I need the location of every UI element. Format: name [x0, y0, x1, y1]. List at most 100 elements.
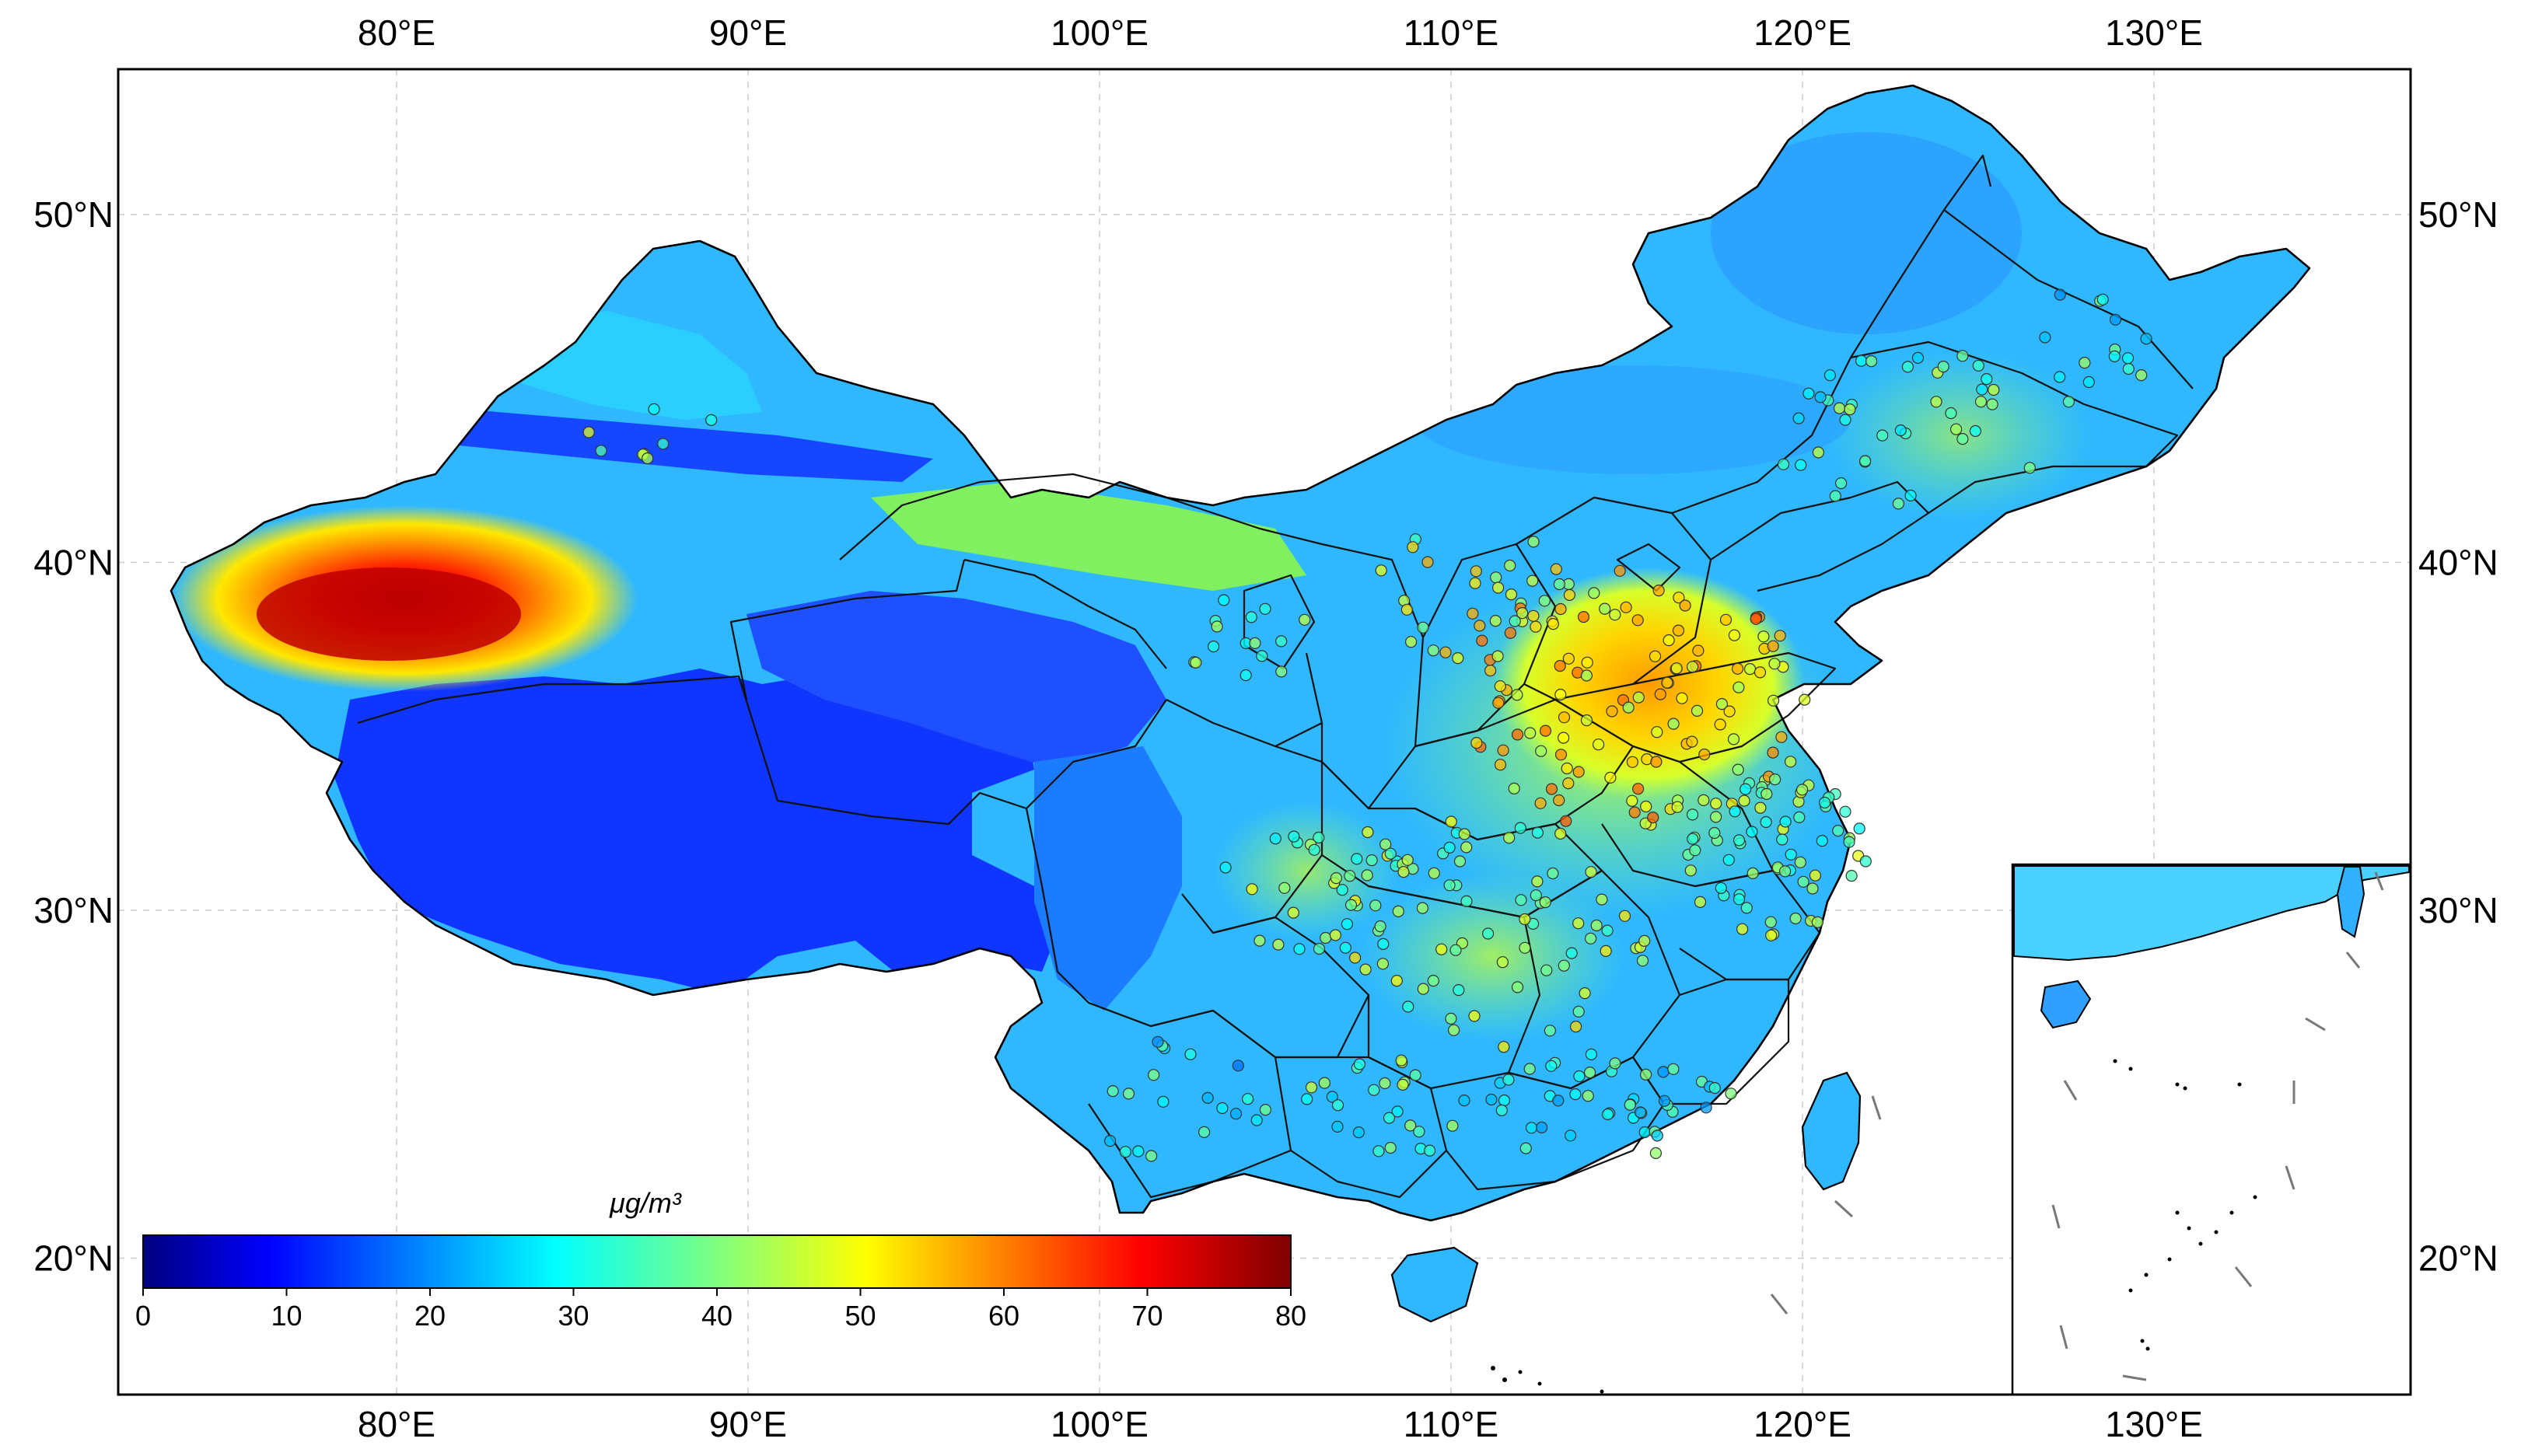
- station-marker: [1767, 746, 1779, 759]
- border-xinjiang-qinghai: [729, 559, 966, 700]
- station-marker: [1754, 801, 1767, 814]
- station-marker: [1497, 744, 1509, 756]
- station-marker: [1553, 794, 1565, 807]
- inset-island-dot: [2128, 1067, 2133, 1071]
- station-marker: [1509, 615, 1521, 627]
- inset-mainland-coast: [2013, 865, 2410, 962]
- station-marker: [1580, 714, 1593, 727]
- station-marker: [1626, 794, 1638, 807]
- station-marker: [1894, 424, 1907, 437]
- station-marker: [1452, 651, 1464, 665]
- station-marker: [2082, 375, 2095, 389]
- station-marker: [1525, 1122, 1538, 1134]
- inset-island-dot: [2128, 1288, 2133, 1293]
- station-marker: [1651, 1130, 1663, 1142]
- station-marker: [1341, 918, 1354, 931]
- monitoring-stations: [582, 288, 2152, 1162]
- station-marker: [1470, 565, 1482, 578]
- station-marker: [1560, 815, 1572, 827]
- station-marker: [582, 426, 595, 438]
- station-marker: [1446, 1119, 1459, 1132]
- station-marker: [1453, 855, 1467, 868]
- station-marker: [1301, 1093, 1313, 1105]
- lon-label-top: 90°E: [709, 12, 787, 53]
- inset-island-dot: [2175, 1210, 2180, 1215]
- station-marker: [1585, 1048, 1598, 1061]
- station-marker: [1614, 564, 1626, 577]
- station-marker: [1740, 783, 1752, 795]
- station-marker: [1691, 704, 1704, 718]
- hainan-island: [1390, 1246, 1479, 1323]
- station-marker: [1384, 1141, 1397, 1154]
- station-marker: [1218, 594, 1230, 606]
- station-marker: [1564, 1130, 1577, 1142]
- taiwan-island: [1801, 1071, 1862, 1191]
- inset-dashes: [2051, 871, 2384, 1381]
- station-marker: [1652, 584, 1665, 597]
- station-marker: [1505, 588, 1518, 601]
- inset-map: [2011, 863, 2412, 1396]
- station-marker: [1511, 728, 1524, 741]
- station-marker: [1313, 942, 1326, 955]
- station-marker: [1632, 691, 1645, 704]
- station-marker: [1491, 650, 1504, 662]
- station-marker: [1390, 974, 1403, 987]
- station-marker: [1565, 947, 1578, 959]
- colorbar-tick-label: 0: [135, 1300, 151, 1332]
- station-marker: [1572, 1005, 1585, 1018]
- station-marker: [1526, 574, 1539, 587]
- lon-label-bottom: 110°E: [1404, 1404, 1498, 1444]
- station-marker: [1750, 613, 1762, 625]
- island-dot: [1518, 1370, 1523, 1374]
- inset-island-dot: [2113, 1059, 2117, 1063]
- station-marker: [1761, 787, 1773, 801]
- station-marker: [1859, 855, 1872, 868]
- station-marker: [1785, 848, 1797, 861]
- station-marker: [1275, 635, 1288, 648]
- dash: [1770, 1294, 1788, 1315]
- station-marker: [1395, 1054, 1407, 1067]
- station-marker: [1892, 498, 1904, 510]
- station-marker: [1650, 756, 1663, 768]
- station-marker: [1379, 838, 1392, 850]
- station-marker: [1823, 369, 1836, 382]
- tibet-low-region: [334, 669, 1058, 995]
- station-marker: [1245, 611, 1257, 623]
- station-marker: [1792, 412, 1805, 424]
- station-marker: [2054, 371, 2066, 383]
- station-marker: [1814, 391, 1827, 403]
- station-marker: [1519, 941, 1531, 954]
- station-marker: [1596, 893, 1608, 906]
- station-marker: [1632, 783, 1645, 795]
- station-marker: [1640, 1068, 1652, 1081]
- station-marker: [1833, 402, 1846, 414]
- inset-island-dot: [2237, 1082, 2242, 1087]
- station-marker: [1590, 919, 1603, 932]
- station-marker: [1584, 932, 1597, 944]
- station-marker: [1904, 489, 1917, 502]
- station-marker: [1539, 725, 1552, 737]
- station-marker: [1638, 934, 1651, 948]
- station-marker: [1618, 910, 1631, 922]
- station-marker: [1719, 613, 1733, 626]
- station-marker: [1602, 1108, 1614, 1121]
- dash: [2285, 1165, 2295, 1190]
- station-marker: [1122, 1088, 1135, 1100]
- station-marker: [1544, 1025, 1557, 1037]
- station-marker: [1855, 354, 1868, 367]
- station-marker: [1421, 556, 1434, 568]
- station-marker: [1519, 1142, 1532, 1154]
- station-marker: [1407, 541, 1419, 553]
- nine-dash-line: [1770, 1095, 1882, 1315]
- station-marker: [1859, 455, 1872, 467]
- tarim-core: [257, 567, 521, 661]
- lat-label-left: 30°N: [33, 890, 114, 931]
- station-marker: [1348, 951, 1362, 964]
- inset-taiwan: [2336, 866, 2365, 938]
- inset-hainan: [2040, 979, 2092, 1029]
- station-marker: [1797, 875, 1809, 888]
- station-marker: [1636, 955, 1649, 967]
- station-marker: [1449, 944, 1462, 956]
- lon-label-bottom: 130°E: [2105, 1404, 2203, 1444]
- dash: [2345, 951, 2361, 969]
